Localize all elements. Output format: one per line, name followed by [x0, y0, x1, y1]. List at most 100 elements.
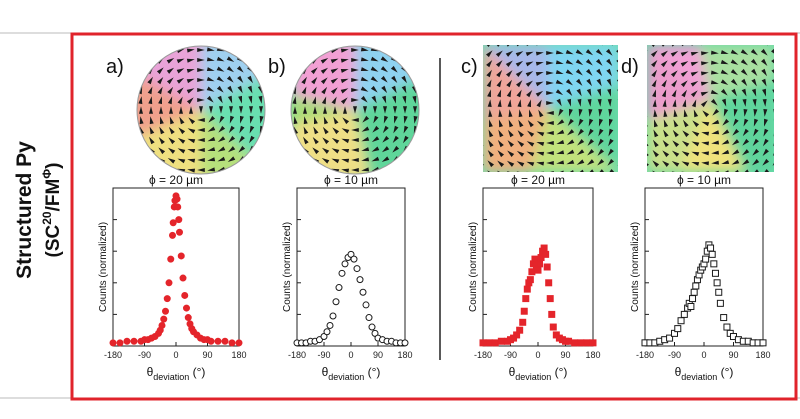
- x-tick-label: 90: [728, 350, 738, 360]
- magnetization-arrow: [559, 170, 564, 172]
- magnetization-arrow: [343, 106, 347, 114]
- magnetization-arrow: [303, 116, 308, 125]
- data-point: [169, 231, 176, 239]
- data-point: [401, 339, 409, 347]
- magnetization-arrow: [228, 177, 236, 182]
- magnetization-arrow: [177, 137, 186, 144]
- magnetization-arrow: [178, 127, 186, 135]
- x-tick-label: 0: [173, 350, 178, 360]
- magnetization-arrow: [588, 108, 593, 117]
- magnetization-arrow: [479, 119, 483, 127]
- magnetization-arrow: [137, 47, 144, 55]
- magnetization-arrow: [741, 88, 747, 97]
- magnetization-arrow: [540, 171, 545, 172]
- x-tick-label: 90: [560, 350, 570, 360]
- magnetization-arrow: [617, 89, 618, 92]
- magnetization-arrow: [585, 58, 593, 66]
- size-annotation: ϕ = 10 µm: [324, 173, 378, 187]
- magnetization-arrow: [156, 47, 165, 54]
- magnetization-arrow: [595, 58, 603, 66]
- magnetization-arrow: [515, 51, 524, 57]
- magnetization-arrow: [682, 130, 690, 138]
- magnetization-arrow: [323, 116, 329, 125]
- magnetization-arrow: [371, 37, 379, 41]
- magnetization-arrow: [411, 65, 418, 74]
- magnetization-arrow: [238, 145, 246, 153]
- magnetization-arrow: [340, 78, 349, 84]
- magnetization-arrow: [753, 118, 759, 127]
- data-point: [674, 325, 682, 333]
- x-tick-label: 0: [701, 350, 706, 360]
- magnetization-arrow: [186, 88, 195, 94]
- magnetization-arrow: [382, 125, 389, 134]
- magnetization-arrow: [682, 99, 687, 108]
- magnetization-arrow: [546, 51, 554, 55]
- magnetization-arrow: [269, 106, 273, 114]
- magnetization-arrow: [508, 119, 514, 128]
- magnetization-arrow: [741, 159, 750, 166]
- magnetization-arrow: [353, 106, 357, 114]
- data-point: [350, 255, 358, 263]
- magnetization-arrow: [505, 50, 514, 57]
- magnetization-arrow: [159, 126, 165, 135]
- magnetization-arrow: [311, 38, 319, 44]
- magnetization-arrow: [229, 115, 235, 124]
- magnetization-arrow: [292, 146, 299, 155]
- magnetization-arrow: [693, 109, 699, 118]
- magnetization-arrow: [381, 37, 389, 42]
- magnetization-arrow: [257, 55, 264, 63]
- magnetization-arrow: [671, 79, 678, 88]
- magnetization-arrow: [166, 58, 175, 64]
- magnetization-arrow: [302, 178, 309, 184]
- magnetization-arrow: [312, 147, 320, 155]
- magnetization-arrow: [496, 170, 501, 172]
- magnetization-arrow: [300, 57, 308, 65]
- magnetization-arrow: [690, 90, 698, 98]
- magnetization-arrow: [207, 157, 216, 162]
- magnetization-arrow: [423, 156, 429, 163]
- magnetization-arrow: [606, 78, 612, 87]
- magnetization-arrow: [733, 108, 738, 117]
- magnetization-arrow: [546, 131, 554, 135]
- magnetization-arrow: [381, 156, 390, 162]
- magnetization-arrow: [197, 78, 205, 82]
- data-point: [708, 250, 716, 258]
- magnetization-arrow: [754, 169, 759, 172]
- magnetization-arrow: [282, 96, 286, 104]
- magnetization-arrow: [127, 37, 134, 44]
- magnetization-arrow: [761, 78, 767, 87]
- data-point: [158, 321, 166, 329]
- magnetization-arrow: [129, 147, 135, 155]
- magnetization-arrow: [730, 69, 739, 76]
- magnetization-arrow: [518, 119, 524, 128]
- data-point: [545, 279, 553, 287]
- magnetization-arrow: [607, 148, 614, 157]
- magnetization-arrow: [380, 75, 388, 83]
- magnetization-arrow: [130, 137, 135, 145]
- magnetization-arrow: [508, 109, 513, 118]
- magnetization-arrow: [576, 78, 583, 86]
- magnetization-arrow: [527, 119, 534, 128]
- magnetization-arrow: [535, 71, 544, 76]
- magnetization-arrow: [701, 45, 703, 46]
- magnetization-arrow: [647, 163, 649, 167]
- magnetization-arrow: [672, 129, 679, 138]
- magnetization-arrow: [206, 57, 215, 62]
- y-axis-label: Counts (normalized): [98, 222, 109, 312]
- magnetization-arrow: [608, 118, 613, 127]
- magnetization-arrow: [199, 106, 203, 114]
- magnetization-arrow: [207, 147, 216, 152]
- magnetization-arrow: [661, 45, 665, 47]
- magnetization-arrow: [127, 57, 133, 64]
- data-point: [526, 276, 534, 284]
- magnetization-arrow: [731, 159, 740, 165]
- magnetization-arrow: [734, 169, 739, 172]
- magnetization-arrow: [321, 96, 327, 105]
- panel-a-label: a): [106, 56, 124, 78]
- panel-a-domain-image: [127, 37, 273, 182]
- magnetization-arrow: [206, 95, 214, 103]
- magnetization-arrow: [723, 108, 729, 117]
- magnetization-arrow: [381, 85, 388, 94]
- magnetization-arrow: [711, 60, 719, 65]
- magnetization-arrow: [259, 106, 263, 114]
